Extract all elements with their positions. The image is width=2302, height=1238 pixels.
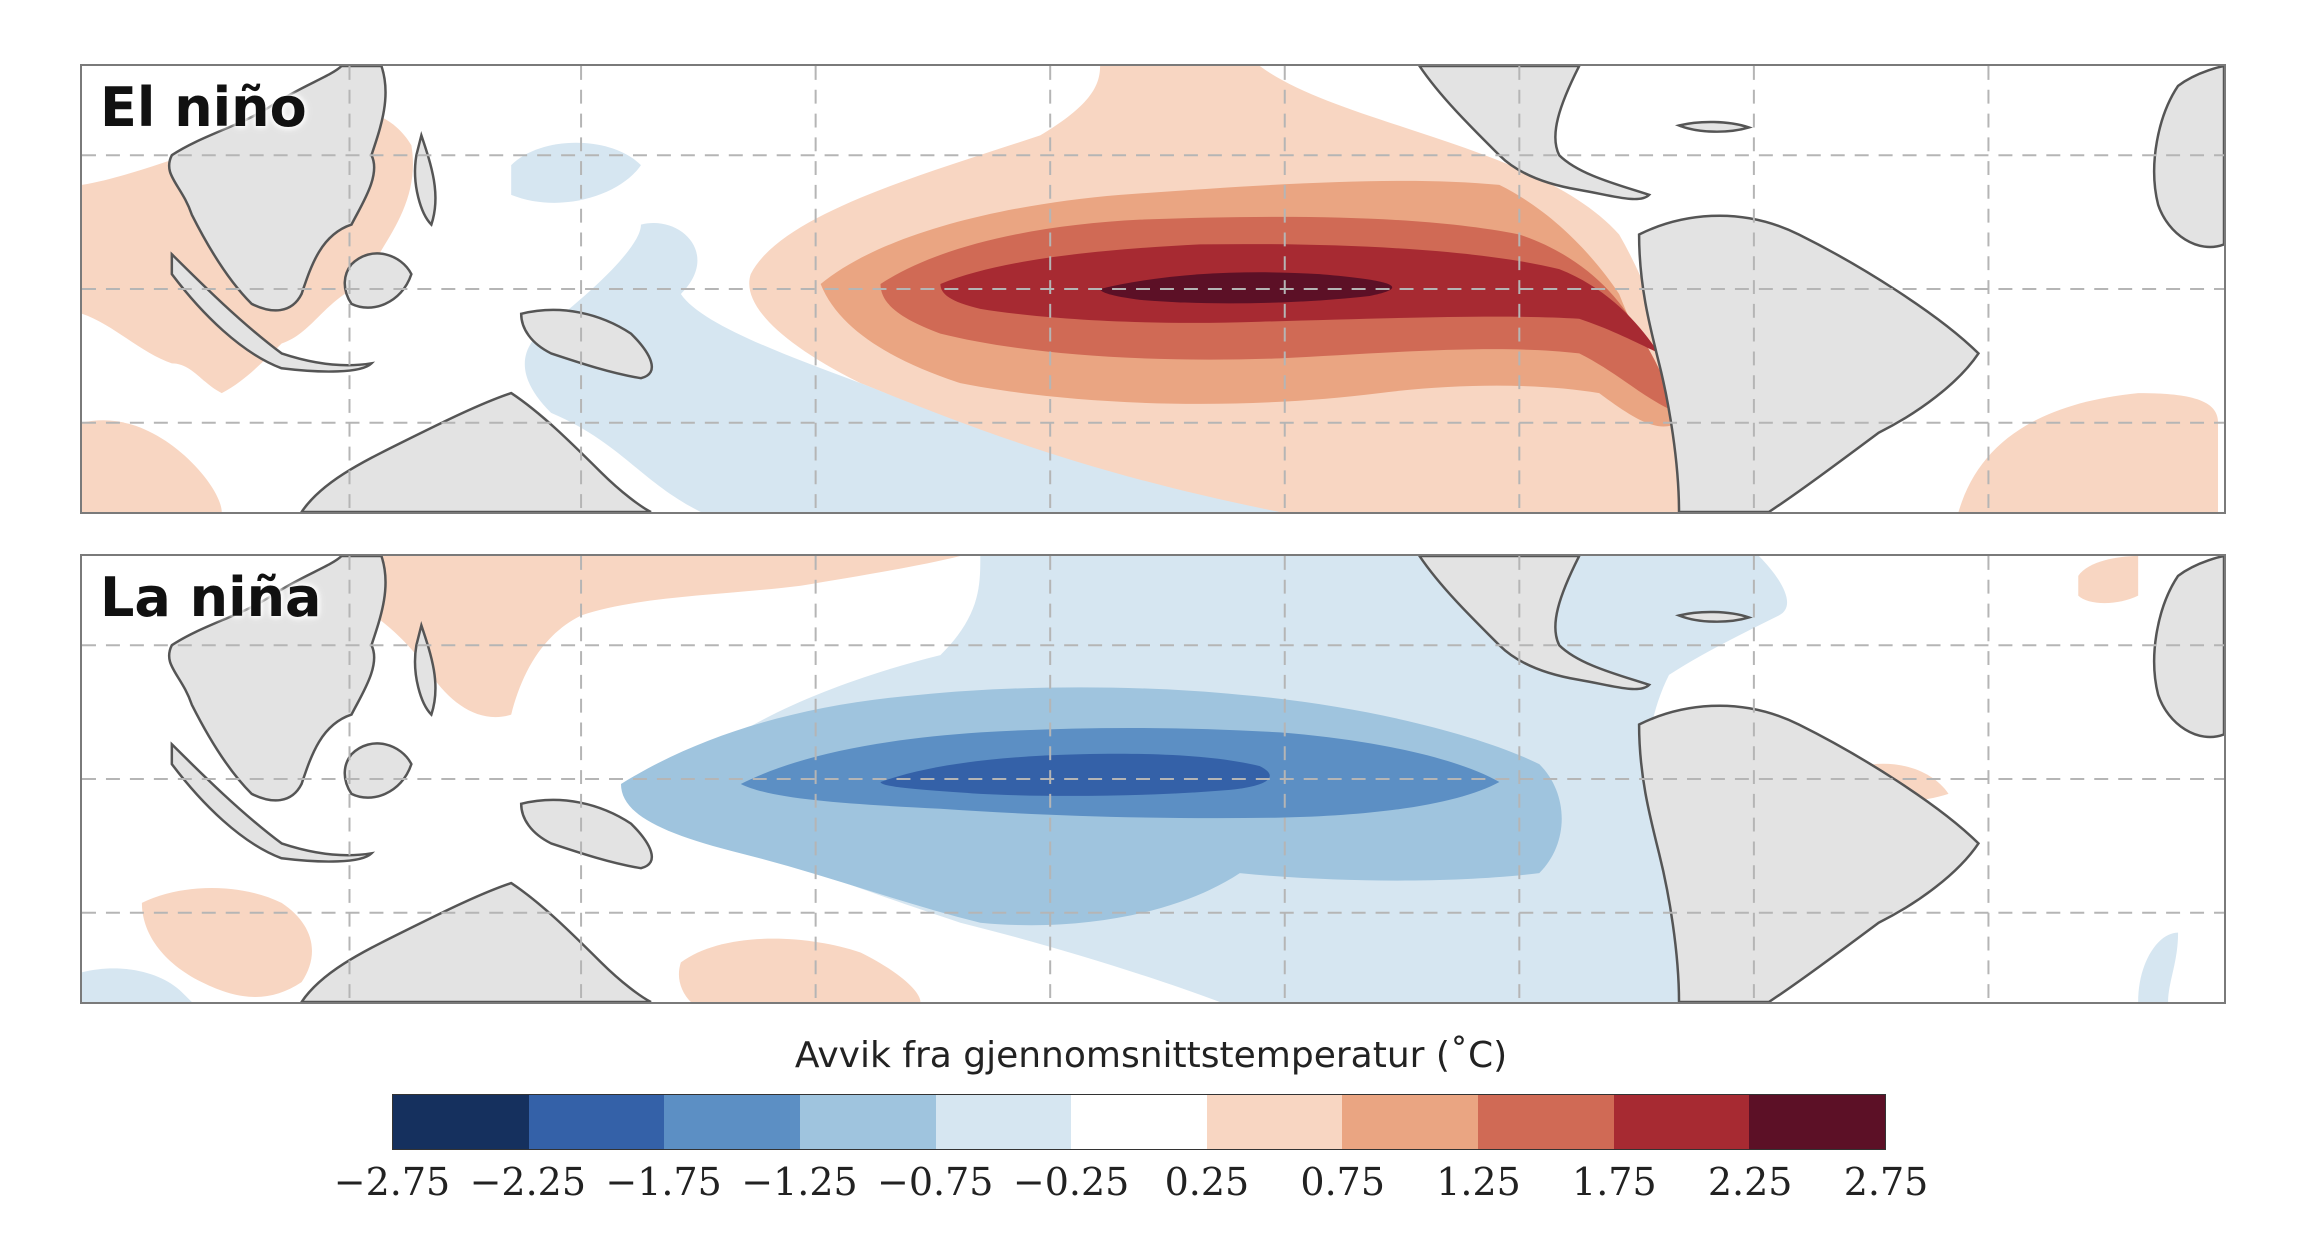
cool-anomaly-sw [82, 968, 192, 1002]
philippines [413, 620, 437, 717]
la-nina-label: La niña [100, 566, 322, 629]
sumatra-java [170, 741, 376, 863]
colorbar-segment-6 [1206, 1095, 1343, 1149]
cool-anomaly-wpac [524, 223, 1280, 512]
warm-anomaly-2.25 [1100, 272, 1393, 304]
la-nina-anomaly-fields [82, 556, 2179, 1002]
asia-landmass [167, 556, 387, 802]
borneo [343, 742, 413, 799]
warm-anomaly-nw [341, 556, 961, 718]
south-america [1637, 704, 1981, 1002]
australia [300, 881, 652, 1002]
cool-anomaly-se [2138, 932, 2179, 1002]
la-nina-map-panel: La niña [80, 554, 2226, 1004]
cool-anomaly-blob [511, 142, 641, 203]
colorbar-segment-10 [1749, 1095, 1886, 1149]
africa [2152, 66, 2224, 249]
colorbar-title: Avvik fra gjennomsnittstemperatur (˚C) [794, 1035, 1508, 1076]
la-nina-graticule [82, 556, 2224, 1002]
colorbar-segment-8 [1478, 1095, 1614, 1149]
colorbar-tick-label: −2.75 [333, 1160, 451, 1204]
el-nino-map-panel: El niño [80, 64, 2226, 514]
colorbar-tick-labels: −2.75 −2.25 −1.75 −1.25 −0.75 −0.25 0.25 0.75 1.… [334, 1160, 1929, 1210]
warm-anomaly-ne [2078, 556, 2139, 604]
la-nina-anomaly-map [82, 556, 2224, 1002]
el-nino-anomaly-map [82, 66, 2224, 512]
caribbean-islands [1674, 120, 1753, 133]
colorbar-segment-4 [935, 1095, 1072, 1149]
warm-anomaly-south [678, 938, 921, 1002]
colorbar-segment-2 [664, 1095, 800, 1149]
colorbar-tick-label: 1.25 [1436, 1160, 1521, 1204]
philippines [413, 130, 437, 227]
cool-anomaly-1.75 [880, 753, 1270, 796]
new-guinea [519, 308, 653, 380]
colorbar-segment-7 [1342, 1095, 1479, 1149]
colorbar-segment-5 [1071, 1095, 1207, 1149]
asia-landmass [167, 66, 387, 312]
warm-anomaly-sw [82, 420, 222, 512]
el-nino-anomaly-fields [82, 66, 2219, 512]
colorbar-segment-9 [1613, 1095, 1750, 1149]
colorbar-tick-label: −1.25 [741, 1160, 858, 1204]
north-america [1418, 66, 1652, 201]
colorbar-tick-label: −0.75 [877, 1160, 994, 1204]
colorbar-segment-0 [393, 1095, 529, 1149]
borneo [343, 252, 413, 309]
north-america [1418, 556, 1652, 691]
warm-anomaly-sw2 [141, 888, 312, 998]
el-nino-landmasses [167, 66, 2224, 512]
colorbar-segment-1 [528, 1095, 665, 1149]
colorbar-tick-label: 1.75 [1572, 1160, 1657, 1204]
colorbar-tick-label: 2.75 [1843, 1160, 1929, 1204]
warm-anomaly-se [1958, 393, 2219, 512]
el-nino-graticule [82, 66, 2224, 512]
colorbar [392, 1094, 1886, 1150]
australia [300, 391, 652, 512]
colorbar-segment-3 [799, 1095, 936, 1149]
colorbar-tick-label: −1.75 [605, 1160, 722, 1204]
colorbar-tick-label: 0.25 [1164, 1160, 1250, 1204]
africa [2152, 556, 2224, 739]
colorbar-tick-label: 0.75 [1300, 1160, 1386, 1204]
colorbar-tick-label: 2.25 [1707, 1160, 1793, 1204]
el-nino-label: El niño [100, 76, 307, 139]
colorbar-tick-label: −2.25 [469, 1160, 587, 1204]
sumatra-java [170, 251, 376, 373]
south-america [1637, 214, 1981, 512]
caribbean-islands [1674, 610, 1753, 623]
new-guinea [519, 798, 653, 870]
colorbar-tick-label: −0.25 [1012, 1160, 1130, 1204]
